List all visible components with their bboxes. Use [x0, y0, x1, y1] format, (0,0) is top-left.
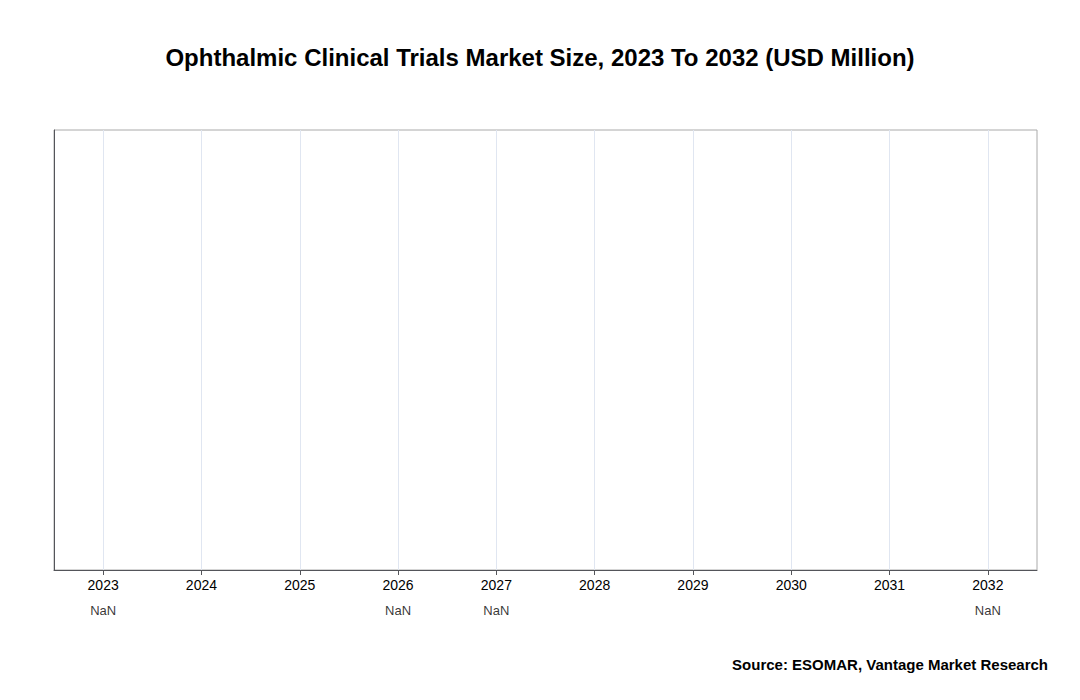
svg-text:2026: 2026 — [382, 577, 413, 593]
svg-text:2030: 2030 — [776, 577, 807, 593]
svg-text:NaN: NaN — [90, 603, 116, 618]
svg-text:2027: 2027 — [481, 577, 512, 593]
svg-text:NaN: NaN — [975, 603, 1001, 618]
svg-text:Source: ESOMAR, Vantage Market: Source: ESOMAR, Vantage Market Research — [732, 656, 1048, 673]
svg-text:2028: 2028 — [579, 577, 610, 593]
svg-text:2025: 2025 — [284, 577, 315, 593]
svg-text:2032: 2032 — [972, 577, 1003, 593]
svg-text:2024: 2024 — [186, 577, 217, 593]
svg-text:2029: 2029 — [677, 577, 708, 593]
svg-text:NaN: NaN — [385, 603, 411, 618]
svg-text:2031: 2031 — [874, 577, 905, 593]
svg-text:2023: 2023 — [88, 577, 119, 593]
svg-text:Ophthalmic Clinical Trials Mar: Ophthalmic Clinical Trials Market Size, … — [165, 44, 914, 71]
svg-text:NaN: NaN — [483, 603, 509, 618]
